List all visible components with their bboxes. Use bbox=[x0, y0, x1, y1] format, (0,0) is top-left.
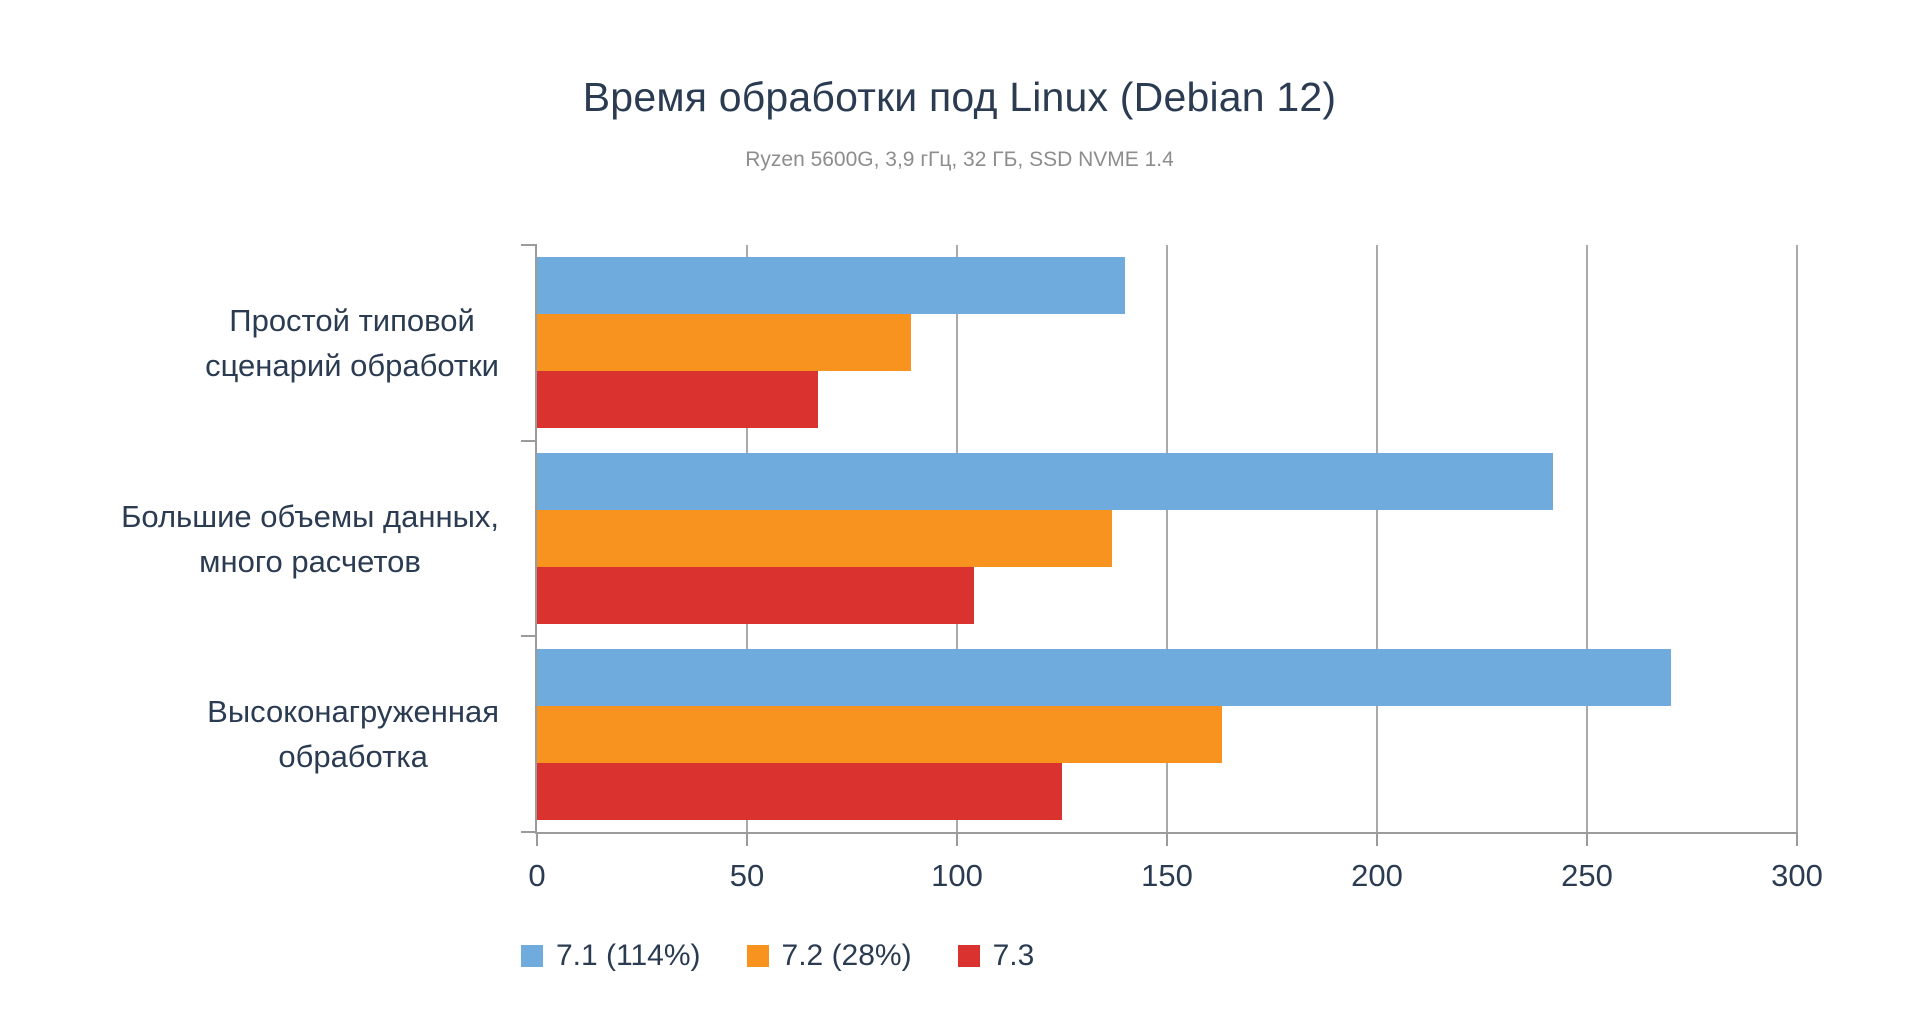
category-label-2: Большие объемы данных, много расчетов bbox=[121, 494, 499, 584]
category-label-line: сценарий обработки bbox=[205, 347, 499, 383]
x-axis-tick-50 bbox=[746, 832, 748, 846]
plot-area bbox=[521, 244, 1798, 846]
chart-title: Время обработки под Linux (Debian 12) bbox=[582, 74, 1337, 120]
gridline-200 bbox=[1376, 245, 1378, 832]
gridline-250 bbox=[1586, 245, 1588, 832]
legend-swatch-icon bbox=[957, 945, 980, 967]
bar-7.2-category-1 bbox=[537, 314, 911, 372]
x-axis-tick-250 bbox=[1586, 832, 1588, 846]
legend-item-7.2: 7.2 (28%) bbox=[746, 939, 912, 972]
category-axis-tick bbox=[521, 831, 537, 833]
x-axis-tick-300 bbox=[1796, 832, 1798, 846]
bar-7.3-category-2 bbox=[537, 567, 974, 624]
bar-7.2-category-2 bbox=[537, 510, 1113, 567]
legend-label: 7.1 (114%) bbox=[556, 939, 701, 972]
bar-7.1-category-2 bbox=[537, 453, 1554, 510]
legend-item-7.3: 7.3 bbox=[957, 939, 1035, 972]
x-axis-tick-0 bbox=[536, 832, 538, 846]
category-label-3: Высоконагруженная обработка bbox=[207, 689, 499, 779]
bar-7.1-category-1 bbox=[537, 257, 1125, 315]
legend-swatch-icon bbox=[746, 945, 769, 967]
x-axis-tick-150 bbox=[1166, 832, 1168, 846]
x-axis-tick-200 bbox=[1376, 832, 1378, 846]
x-tick-label-150: 150 bbox=[1141, 858, 1193, 893]
x-tick-label-0: 0 bbox=[528, 858, 546, 893]
category-axis-tick bbox=[521, 244, 537, 246]
bar-7.1-category-3 bbox=[537, 648, 1671, 706]
gridline-150 bbox=[1166, 245, 1168, 832]
category-label-line: Высоконагруженная bbox=[207, 694, 499, 730]
legend-label: 7.3 bbox=[992, 939, 1035, 972]
gridline-300 bbox=[1796, 245, 1798, 832]
chart-subtitle: Ryzen 5600G, 3,9 гГц, 32 ГБ, SSD NVME 1.… bbox=[745, 148, 1174, 171]
category-axis-tick bbox=[521, 440, 537, 442]
x-tick-label-200: 200 bbox=[1351, 858, 1403, 893]
legend: 7.1 (114%) 7.2 (28%) 7.3 bbox=[521, 941, 1034, 971]
x-tick-label-50: 50 bbox=[729, 858, 765, 893]
x-tick-label-100: 100 bbox=[931, 858, 983, 893]
bar-7.3-category-1 bbox=[537, 371, 819, 429]
legend-label: 7.2 (28%) bbox=[781, 939, 912, 972]
legend-item-7.1: 7.1 (114%) bbox=[521, 941, 701, 971]
category-label-line: обработка bbox=[278, 739, 428, 775]
category-label-line: Простой типовой bbox=[229, 302, 475, 338]
x-tick-label-300: 300 bbox=[1771, 858, 1823, 893]
x-axis-tick-100 bbox=[956, 832, 958, 846]
category-label-line: много расчетов bbox=[199, 543, 421, 579]
y-axis-line bbox=[535, 245, 537, 832]
bar-7.2-category-3 bbox=[537, 705, 1222, 763]
category-axis-tick bbox=[521, 635, 537, 637]
x-tick-label-250: 250 bbox=[1561, 858, 1613, 893]
legend-swatch-icon bbox=[521, 945, 543, 967]
bar-7.3-category-3 bbox=[537, 762, 1062, 820]
category-label-line: Большие объемы данных, bbox=[121, 498, 499, 534]
category-label-1: Простой типовой сценарий обработки bbox=[205, 298, 499, 388]
